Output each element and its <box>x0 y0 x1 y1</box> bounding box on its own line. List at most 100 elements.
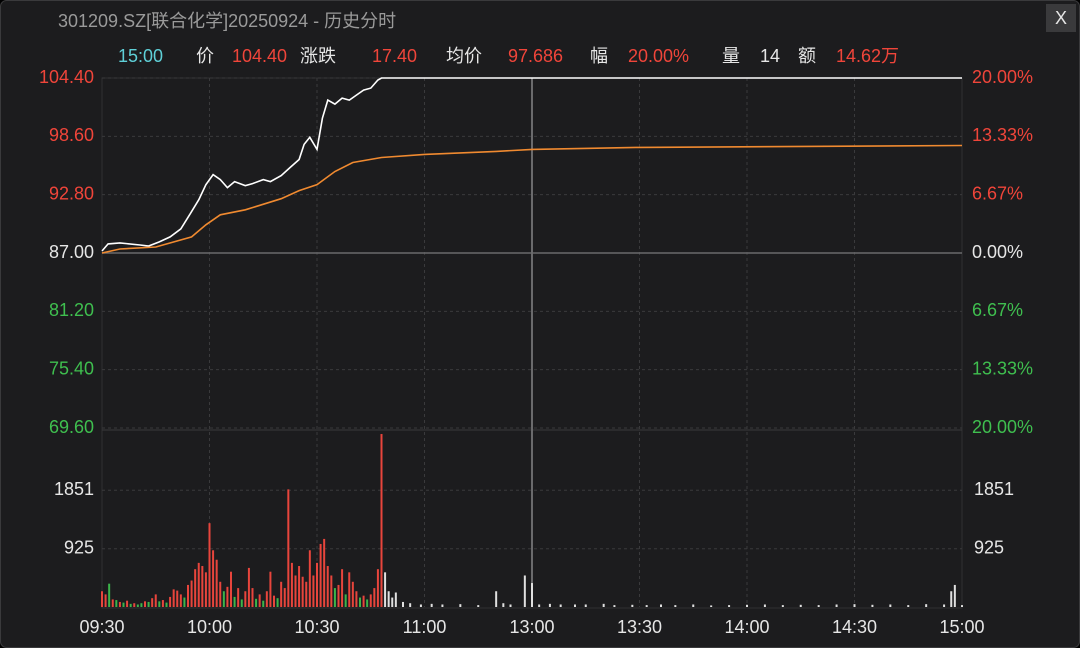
volume-bar <box>312 575 315 607</box>
volume-bar <box>660 604 662 607</box>
volume-bar <box>384 572 387 607</box>
price-line <box>101 144 963 254</box>
volume-bar <box>201 566 204 607</box>
volume-bar <box>692 604 695 607</box>
volume-bar <box>122 602 125 607</box>
y-tick-label: 75.40 <box>49 358 94 378</box>
info-text: 20.00% <box>628 46 689 66</box>
y2-tick-label: 20.00% <box>972 417 1033 437</box>
volume-bar <box>953 584 956 607</box>
volume-bar <box>391 597 394 607</box>
volume-bar <box>538 604 541 607</box>
volume-bar <box>101 591 103 607</box>
x-tick-label: 14:30 <box>832 617 877 637</box>
volume-bar <box>230 571 232 607</box>
volume-bar <box>237 588 240 607</box>
volume-bar <box>226 586 229 607</box>
info-text: 幅 <box>590 46 608 66</box>
volume-bar <box>305 581 308 607</box>
volume-bar <box>161 600 164 607</box>
volume-bar <box>871 604 874 607</box>
volume-bar <box>298 566 301 607</box>
volume-bar <box>943 604 946 607</box>
volume-bar <box>273 595 275 607</box>
y-tick-label: 87.00 <box>49 242 94 262</box>
volume-bar <box>240 599 243 607</box>
volume-bar <box>907 605 910 607</box>
volume-bar <box>710 605 713 607</box>
volume-bar <box>889 604 892 607</box>
info-text: 17.40 <box>372 46 417 66</box>
volume-bar <box>283 588 286 607</box>
volume-bar <box>355 591 358 607</box>
info-text: 量 <box>722 46 740 66</box>
volume-bar <box>187 584 189 607</box>
volume-bar <box>212 550 215 607</box>
volume-bar <box>402 601 404 607</box>
x-tick-label: 14:00 <box>724 617 769 637</box>
info-text: 104.40 <box>232 46 287 66</box>
volume-bar <box>126 600 129 607</box>
volume-bar <box>645 605 648 607</box>
volume-bar <box>477 605 480 607</box>
close-label[interactable]: X <box>1055 8 1067 28</box>
volume-bar <box>294 575 297 607</box>
volume-bar <box>362 595 365 607</box>
volume-bar <box>183 597 186 607</box>
volume-bar <box>430 603 433 607</box>
volume-bar <box>373 588 376 607</box>
info-text: 97.686 <box>508 46 563 66</box>
volume-bar <box>366 599 369 607</box>
volume-bar <box>265 591 268 607</box>
volume-bar <box>925 604 928 607</box>
volume-bar <box>154 594 157 607</box>
volume-bar <box>380 434 383 607</box>
volume-bar <box>104 594 107 607</box>
volume-bar <box>244 591 247 607</box>
volume-bar <box>409 603 412 607</box>
volume-bar <box>323 538 326 607</box>
volume-bar <box>333 588 336 607</box>
volume-bar <box>817 605 820 607</box>
volume-bar <box>961 605 963 607</box>
y2-tick-label: 925 <box>974 537 1004 557</box>
y-tick-label: 104.40 <box>39 67 94 87</box>
volume-bar <box>502 603 505 607</box>
x-tick-label: 11:00 <box>403 617 447 637</box>
volume-bar <box>301 576 304 607</box>
volume-bar <box>319 543 322 607</box>
volume-bar <box>348 572 351 607</box>
x-tick-label: 15:00 <box>939 617 984 637</box>
volume-bar <box>258 594 261 607</box>
volume-bar <box>419 604 422 607</box>
volume-bar <box>151 598 154 607</box>
volume-bar <box>219 581 222 607</box>
volume-bar <box>215 559 218 607</box>
volume-bar <box>190 580 193 607</box>
volume-bar <box>222 591 225 607</box>
volume-bar <box>613 605 616 607</box>
volume-bar <box>287 489 290 607</box>
volume-bar <box>115 600 118 607</box>
volume-bar <box>118 601 121 607</box>
volume-bar <box>308 550 311 607</box>
info-text: 价 <box>196 46 214 66</box>
volume-bar <box>147 601 150 607</box>
info-text: 14 <box>760 46 780 66</box>
close-button[interactable] <box>1046 4 1076 32</box>
y-tick-label: 92.80 <box>49 183 94 203</box>
volume-bar <box>136 604 139 607</box>
volume-bar <box>523 575 526 607</box>
volume-bar <box>584 604 587 607</box>
volume-bar <box>290 562 293 607</box>
y2-tick-label: 13.33% <box>972 125 1033 145</box>
volume-bar <box>559 604 562 607</box>
volume-bar <box>179 594 182 607</box>
info-text: 均价 <box>446 46 482 66</box>
volume-bar <box>280 581 283 607</box>
y-tick-label: 81.20 <box>49 300 94 320</box>
volume-bar <box>326 566 329 607</box>
volume-bar <box>344 594 347 607</box>
